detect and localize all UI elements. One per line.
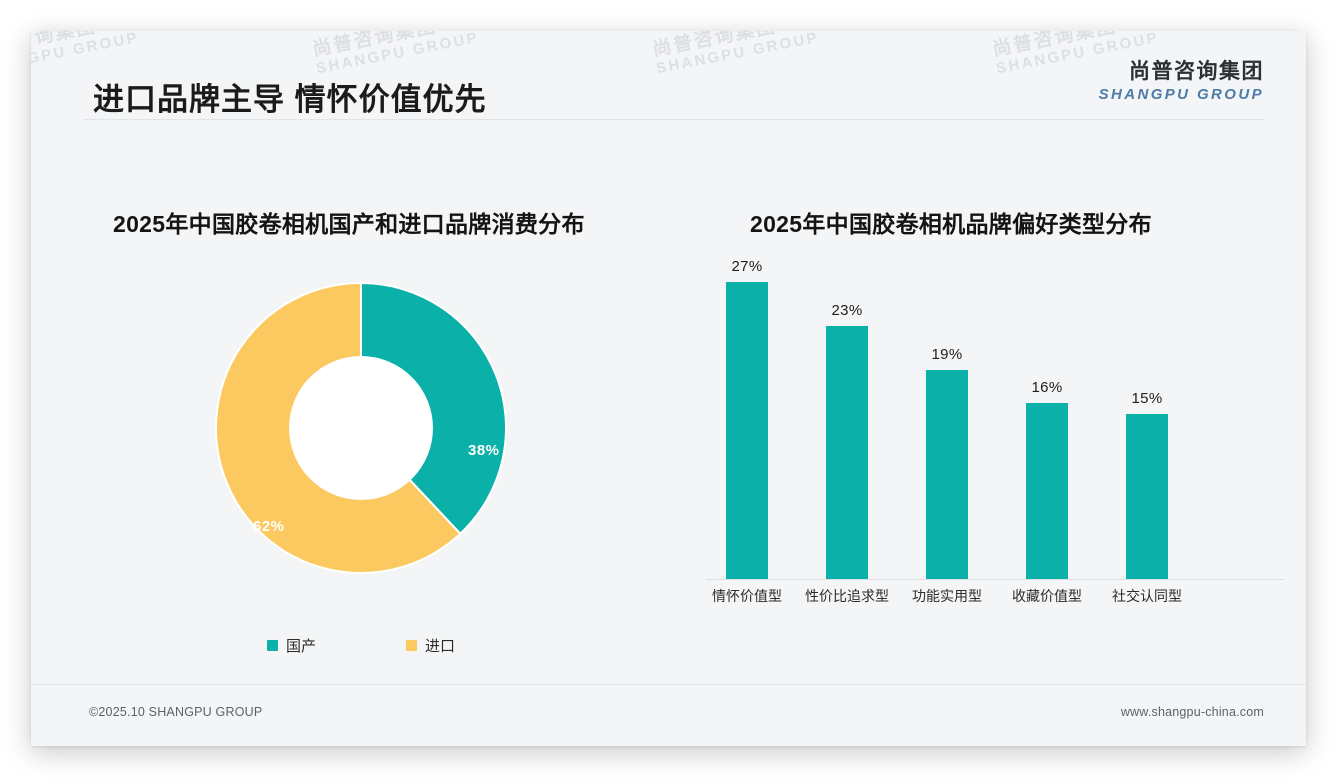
donut-value-label-1: 62% bbox=[253, 518, 285, 535]
bar-chart-axis-line bbox=[706, 579, 1284, 580]
donut-value-label-0: 38% bbox=[468, 442, 500, 459]
bar-axis-tick-label: 性价比追求型 bbox=[805, 588, 889, 604]
bar-rect[interactable] bbox=[1026, 403, 1068, 579]
bar-axis-tick-label: 社交认同型 bbox=[1112, 588, 1182, 604]
footer-website[interactable]: www.shangpu-china.com bbox=[1120, 705, 1264, 719]
slide-canvas: 尚普咨询集团 SHANGPU GROUP 尚普咨询集团 SHANGPU GROUP 尚普… bbox=[31, 31, 1306, 746]
slide-footer: ©2025.10 SHANGPU GROUP www.shangpu-china… bbox=[31, 684, 1306, 746]
bar-rect[interactable] bbox=[826, 326, 868, 579]
logo-chinese-text: 尚普咨询集团 bbox=[1129, 60, 1264, 83]
bar-rect[interactable] bbox=[1126, 414, 1168, 579]
pie-chart-card: 2025年中国胶卷相机国产和进口品牌消费分布 38% 62% 国产 进口 bbox=[51, 120, 671, 680]
bar-axis-tick-label: 功能实用型 bbox=[912, 588, 982, 604]
pie-legend: 国产 进口 bbox=[51, 635, 671, 656]
logo-english-text: SHANGPU GROUP bbox=[1098, 86, 1264, 103]
donut-chart: 38% 62% bbox=[211, 278, 511, 578]
legend-item-imported[interactable]: 进口 bbox=[406, 635, 455, 656]
bar-chart-plot: 27% 情怀价值型 23% 性价比追求型 19% 功能实用型 16% 收藏价值型 15% 社交认同… bbox=[686, 220, 1296, 604]
bar-column[interactable]: 16% 收藏价值型 bbox=[1012, 379, 1082, 604]
bar-chart-card: 2025年中国胶卷相机品牌偏好类型分布 27% 情怀价值型 23% 性价比追求型 19%… bbox=[686, 120, 1296, 680]
legend-swatch-imported bbox=[406, 640, 417, 651]
bar-column[interactable]: 15% 社交认同型 bbox=[1112, 390, 1182, 604]
legend-item-domestic[interactable]: 国产 bbox=[266, 635, 316, 656]
page-title: 进口品牌主导 情怀价值优先 bbox=[93, 82, 487, 117]
header-divider bbox=[83, 119, 1264, 120]
legend-label-domestic: 国产 bbox=[285, 638, 316, 655]
bar-axis-tick-label: 情怀价值型 bbox=[712, 588, 782, 604]
brand-logo: 尚普咨询集团 SHANGPU GROUP bbox=[1099, 61, 1264, 102]
bar-value-label: 15% bbox=[1131, 390, 1163, 407]
bar-column[interactable]: 19% 功能实用型 bbox=[912, 346, 982, 604]
pie-chart-title: 2025年中国胶卷相机国产和进口品牌消费分布 bbox=[113, 211, 585, 237]
bar-rect[interactable] bbox=[726, 282, 768, 579]
donut-slice-国产[interactable] bbox=[360, 281, 507, 536]
bar-rect[interactable] bbox=[926, 370, 968, 579]
bar-axis-tick-label: 收藏价值型 bbox=[1012, 588, 1082, 604]
bar-value-label: 27% bbox=[731, 258, 763, 275]
legend-swatch-domestic bbox=[266, 640, 278, 651]
bar-column[interactable]: 27% 情怀价值型 bbox=[712, 258, 782, 604]
bar-chart-title: 2025年中国胶卷相机品牌偏好类型分布 bbox=[750, 211, 1152, 237]
bar-value-label: 16% bbox=[1031, 379, 1063, 396]
slide-header: 进口品牌主导 情怀价值优先 尚普咨询集团 SHANGPU GROUP bbox=[31, 31, 1306, 120]
footer-copyright: ©2025.10 SHANGPU GROUP bbox=[89, 705, 263, 719]
legend-label-imported: 进口 bbox=[425, 638, 456, 655]
slide-body: 2025年中国胶卷相机国产和进口品牌消费分布 38% 62% 国产 进口 bbox=[31, 120, 1306, 722]
bar-value-label: 23% bbox=[831, 302, 863, 319]
bar-value-label: 19% bbox=[931, 346, 963, 363]
bar-column[interactable]: 23% 性价比追求型 bbox=[805, 302, 889, 604]
donut-svg bbox=[214, 281, 507, 574]
